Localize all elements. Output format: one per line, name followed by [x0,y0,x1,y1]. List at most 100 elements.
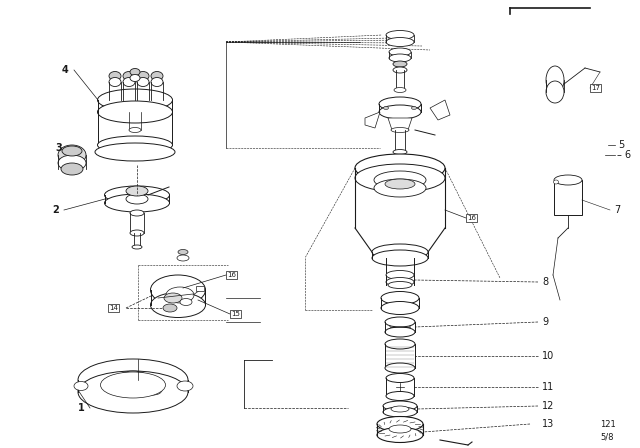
Ellipse shape [100,372,166,398]
Bar [196,286,204,291]
Text: 12: 12 [542,401,554,411]
Text: 11: 11 [542,382,554,392]
Text: 16: 16 [227,272,236,278]
Ellipse shape [394,87,406,92]
Ellipse shape [386,38,414,47]
Ellipse shape [389,48,411,56]
Ellipse shape [95,143,175,161]
Ellipse shape [386,392,414,401]
Ellipse shape [123,78,135,86]
Text: – 6: – 6 [617,150,631,160]
Ellipse shape [372,250,428,266]
Ellipse shape [178,250,188,254]
Ellipse shape [97,89,173,111]
Ellipse shape [130,230,144,236]
Text: 2: 2 [52,205,59,215]
Ellipse shape [546,66,564,94]
Text: 14: 14 [109,305,118,311]
Ellipse shape [118,371,148,385]
Ellipse shape [386,30,414,39]
Text: 3: 3 [55,143,61,153]
Ellipse shape [61,163,83,175]
Text: 8: 8 [542,277,548,287]
Ellipse shape [385,179,415,189]
Ellipse shape [374,171,426,189]
Ellipse shape [74,382,88,391]
Ellipse shape [386,271,414,280]
Ellipse shape [97,101,173,123]
Text: 5: 5 [618,140,624,150]
Bar [554,180,582,215]
Ellipse shape [391,406,409,412]
Ellipse shape [150,293,205,318]
Ellipse shape [97,136,173,154]
Ellipse shape [372,244,428,260]
Ellipse shape [123,72,135,81]
Ellipse shape [164,293,182,303]
Ellipse shape [144,385,162,395]
Ellipse shape [78,359,188,401]
Ellipse shape [393,67,407,73]
Ellipse shape [385,363,415,373]
Ellipse shape [130,74,140,82]
Ellipse shape [391,128,409,133]
Ellipse shape [109,72,121,81]
Ellipse shape [137,72,149,81]
Ellipse shape [130,69,140,76]
Ellipse shape [381,292,419,305]
Ellipse shape [374,179,426,197]
Ellipse shape [103,374,153,396]
Ellipse shape [150,275,205,305]
Ellipse shape [383,107,388,109]
Ellipse shape [379,105,421,119]
Ellipse shape [554,180,559,184]
Ellipse shape [151,72,163,81]
Ellipse shape [554,175,582,185]
Ellipse shape [393,61,407,67]
Ellipse shape [130,210,144,216]
Text: 121: 121 [600,420,616,429]
Ellipse shape [386,374,414,383]
Text: 4: 4 [62,65,68,75]
Ellipse shape [389,54,411,62]
Ellipse shape [546,81,564,103]
Ellipse shape [62,146,82,156]
Ellipse shape [180,298,192,306]
Text: 5/8: 5/8 [600,432,614,441]
Text: 7: 7 [614,205,620,215]
Ellipse shape [118,379,148,393]
Ellipse shape [151,78,163,86]
Ellipse shape [388,281,412,289]
Polygon shape [388,118,412,130]
Ellipse shape [163,304,177,312]
Text: 1: 1 [78,403,84,413]
Text: 16: 16 [467,215,476,221]
Ellipse shape [129,128,141,133]
Ellipse shape [58,145,86,165]
Polygon shape [365,112,380,128]
Ellipse shape [412,107,417,109]
Polygon shape [430,100,450,120]
Ellipse shape [385,327,415,337]
Ellipse shape [386,277,414,287]
Text: 9: 9 [542,317,548,327]
Ellipse shape [381,302,419,314]
Ellipse shape [104,186,170,204]
Ellipse shape [393,150,407,155]
Ellipse shape [137,78,149,86]
Ellipse shape [355,154,445,182]
Ellipse shape [177,381,193,391]
Text: 13: 13 [542,419,554,429]
Ellipse shape [132,245,142,249]
Ellipse shape [126,194,148,204]
Ellipse shape [383,407,417,417]
Ellipse shape [109,78,121,86]
Ellipse shape [355,164,445,192]
Text: 10: 10 [542,351,554,361]
Ellipse shape [377,417,423,431]
Ellipse shape [166,287,194,303]
Ellipse shape [377,427,423,443]
Text: 17: 17 [591,85,600,91]
Ellipse shape [389,425,411,433]
Ellipse shape [78,371,188,413]
